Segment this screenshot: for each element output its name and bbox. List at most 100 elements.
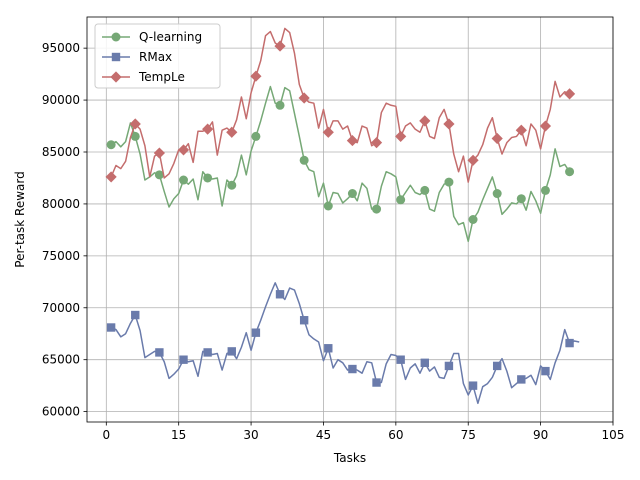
legend-item-temple: TempLe xyxy=(102,70,185,84)
y-axis-label: Per-task Reward xyxy=(13,171,27,267)
data-point-rmax xyxy=(131,310,140,320)
legend-marker xyxy=(111,52,121,62)
data-point-q-learning xyxy=(347,189,357,199)
data-point-rmax xyxy=(348,364,357,374)
data-point-rmax xyxy=(396,355,405,364)
data-point-q-learning xyxy=(492,189,502,199)
data-point-temple xyxy=(250,70,262,82)
data-point-q-learning xyxy=(106,140,116,150)
data-point-temple xyxy=(563,88,576,100)
series-temple xyxy=(105,27,576,183)
data-point-temple xyxy=(105,171,117,183)
legend-item-rmax: RMax xyxy=(102,50,172,64)
data-point-rmax xyxy=(517,375,526,384)
legend-marker xyxy=(111,32,121,42)
data-point-temple xyxy=(226,126,238,138)
x-axis-label: Tasks xyxy=(333,451,366,465)
data-point-rmax xyxy=(203,348,212,357)
data-point-temple xyxy=(515,124,527,136)
data-point-temple xyxy=(346,134,359,147)
data-point-rmax xyxy=(106,323,116,332)
data-point-q-learning xyxy=(203,173,213,183)
data-point-q-learning xyxy=(275,100,285,110)
data-point-rmax xyxy=(299,316,309,325)
data-point-temple xyxy=(274,40,286,52)
x-axis: 0 15 30 45 60 75 90 105 xyxy=(102,422,624,442)
y-axis: 60000 65000 70000 75000 80000 85000 90000 95000 xyxy=(42,41,87,419)
data-point-rmax xyxy=(324,344,333,353)
x-tick-label: 45 xyxy=(316,428,331,442)
data-point-q-learning xyxy=(130,131,140,141)
legend-label: RMax xyxy=(139,50,172,64)
data-point-temple xyxy=(298,92,310,104)
legend: Q-learning RMax TempLe xyxy=(94,23,221,89)
data-point-rmax xyxy=(372,378,381,387)
y-tick-label: 75000 xyxy=(42,249,80,263)
data-point-q-learning xyxy=(420,185,430,195)
data-point-q-learning xyxy=(372,204,382,214)
legend-marker xyxy=(110,71,122,83)
series-layer xyxy=(105,27,580,405)
legend-label: Q-learning xyxy=(139,30,202,44)
legend-box xyxy=(94,23,221,89)
data-point-q-learning xyxy=(154,170,164,180)
data-point-rmax xyxy=(251,328,261,337)
data-point-rmax xyxy=(444,361,454,371)
data-point-rmax xyxy=(565,338,574,348)
legend-item-q-learning: Q-learning xyxy=(102,30,202,44)
x-tick-label: 75 xyxy=(461,428,476,442)
x-tick-label: 90 xyxy=(533,428,548,442)
data-point-rmax xyxy=(468,381,478,390)
y-tick-label: 95000 xyxy=(42,41,80,55)
data-point-rmax xyxy=(179,355,188,364)
data-point-q-learning xyxy=(516,194,526,204)
y-tick-label: 90000 xyxy=(42,93,80,107)
data-point-q-learning xyxy=(396,195,406,205)
data-point-temple xyxy=(370,137,383,149)
data-point-temple xyxy=(491,132,503,145)
data-point-q-learning xyxy=(540,185,550,195)
series-line-rmax xyxy=(110,282,580,405)
series-q-learning xyxy=(106,85,575,243)
data-point-temple xyxy=(467,154,479,166)
data-point-rmax xyxy=(155,348,164,357)
data-point-temple xyxy=(177,144,190,156)
x-tick-label: 0 xyxy=(102,428,110,442)
data-point-q-learning xyxy=(179,175,189,185)
y-tick-label: 85000 xyxy=(42,145,80,159)
series-line-temple xyxy=(110,27,570,183)
series-rmax xyxy=(106,282,580,405)
data-point-rmax xyxy=(420,358,429,368)
data-point-q-learning xyxy=(227,180,237,190)
x-tick-label: 30 xyxy=(243,428,258,442)
data-point-temple xyxy=(539,120,552,132)
plot-frame xyxy=(86,16,614,423)
data-point-temple xyxy=(395,130,407,143)
y-tick-label: 70000 xyxy=(42,301,80,315)
data-point-temple xyxy=(419,115,431,127)
data-point-temple xyxy=(322,126,334,138)
data-point-rmax xyxy=(275,290,285,299)
x-tick-label: 15 xyxy=(171,428,186,442)
x-tick-label: 60 xyxy=(388,428,403,442)
data-point-q-learning xyxy=(444,177,454,187)
y-tick-label: 60000 xyxy=(42,405,80,419)
y-tick-label: 80000 xyxy=(42,197,80,211)
data-point-temple xyxy=(443,118,455,130)
legend-label: TempLe xyxy=(138,70,185,84)
data-point-q-learning xyxy=(299,155,309,165)
data-point-temple xyxy=(202,123,214,135)
data-point-temple xyxy=(129,118,141,130)
data-point-q-learning xyxy=(468,215,478,224)
series-line-q-learning xyxy=(110,85,571,243)
data-point-q-learning xyxy=(323,201,333,211)
data-point-rmax xyxy=(541,366,550,376)
data-point-q-learning xyxy=(251,131,261,141)
data-point-rmax xyxy=(227,347,236,356)
data-point-q-learning xyxy=(565,167,575,177)
data-point-rmax xyxy=(492,361,502,371)
data-point-temple xyxy=(153,147,165,159)
x-tick-label: 105 xyxy=(602,428,625,442)
y-tick-label: 65000 xyxy=(42,353,80,367)
